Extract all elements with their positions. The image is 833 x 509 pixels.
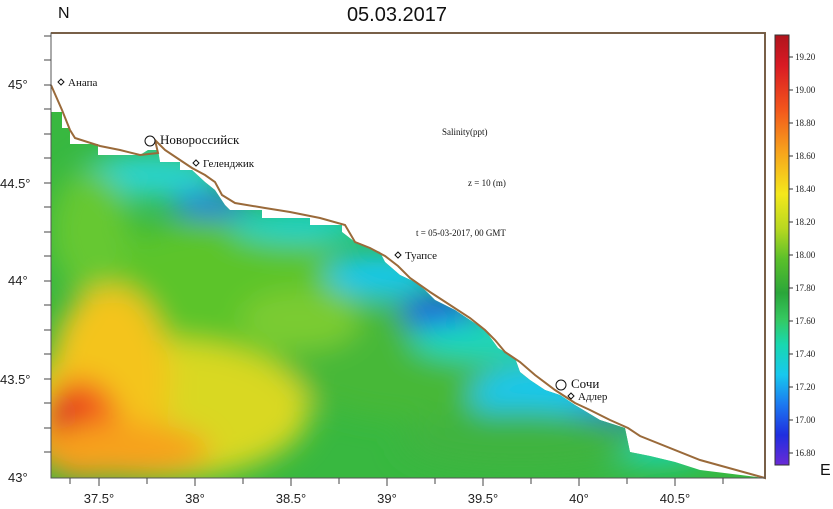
y-tick-label: 44° xyxy=(8,273,28,288)
colorbar xyxy=(774,34,790,466)
colorbar-labels: 19.20 19.00 18.80 18.60 18.40 18.20 18.0… xyxy=(795,52,816,458)
x-tick-label: 40° xyxy=(569,491,589,506)
city-marker-icon xyxy=(394,251,402,259)
city-novorossiysk: Новороссийск xyxy=(144,132,240,147)
colorbar-label: 17.20 xyxy=(795,382,816,392)
east-label: E xyxy=(820,462,831,479)
city-anapa: Анапа xyxy=(57,77,97,89)
depth-annotation: z = 10 (m) xyxy=(468,178,506,188)
city-sochi: Сочи xyxy=(555,376,599,391)
colorbar-label: 19.00 xyxy=(795,85,816,95)
x-tick-label: 38° xyxy=(185,491,205,506)
colorbar-label: 16.80 xyxy=(795,448,816,458)
colorbar-label: 17.00 xyxy=(795,415,816,425)
city-tuapse: Туапсе xyxy=(394,250,437,262)
city-label: Туапсе xyxy=(405,250,437,262)
city-gelendzhik: Геленджик xyxy=(192,158,255,170)
city-label: Новороссийск xyxy=(160,132,240,147)
colorbar-label: 18.80 xyxy=(795,118,816,128)
city-marker-icon xyxy=(144,135,156,147)
salinity-field xyxy=(51,112,765,478)
y-tick-label: 44.5° xyxy=(0,176,31,191)
x-tick-label: 37.5° xyxy=(84,491,115,506)
variable-annotation: Salinity(ppt) xyxy=(442,127,488,137)
y-tick-label: 45° xyxy=(8,77,28,92)
x-tick-label: 38.5° xyxy=(276,491,307,506)
y-tick-label: 43° xyxy=(8,470,28,485)
city-label: Анапа xyxy=(68,77,97,89)
x-axis xyxy=(69,478,724,486)
colorbar-label: 18.60 xyxy=(795,151,816,161)
city-marker-icon xyxy=(555,379,567,391)
colorbar-label: 17.40 xyxy=(795,349,816,359)
y-tick-label: 43.5° xyxy=(0,372,31,387)
city-label: Адлер xyxy=(578,391,608,403)
x-tick-label: 39° xyxy=(377,491,397,506)
x-tick-label: 39.5° xyxy=(468,491,499,506)
city-label: Геленджик xyxy=(203,158,255,170)
colorbar-label: 17.60 xyxy=(795,316,816,326)
city-label: Сочи xyxy=(571,376,599,391)
city-marker-icon xyxy=(567,392,575,400)
x-tick-label: 40.5° xyxy=(660,491,691,506)
map-title: 05.03.2017 xyxy=(347,4,447,26)
y-axis xyxy=(44,35,51,453)
colorbar-label: 17.80 xyxy=(795,283,816,293)
colorbar-label: 19.20 xyxy=(795,52,816,62)
coastline xyxy=(50,32,766,480)
city-marker-icon xyxy=(192,159,200,167)
colorbar-ticks xyxy=(789,56,793,454)
colorbar-label: 18.00 xyxy=(795,250,816,260)
city-adler: Адлер xyxy=(567,391,608,403)
colorbar-label: 18.20 xyxy=(795,217,816,227)
time-annotation: t = 05-03-2017, 00 GMT xyxy=(416,228,506,238)
north-label: N xyxy=(58,5,70,22)
colorbar-label: 18.40 xyxy=(795,184,816,194)
city-marker-icon xyxy=(57,78,65,86)
